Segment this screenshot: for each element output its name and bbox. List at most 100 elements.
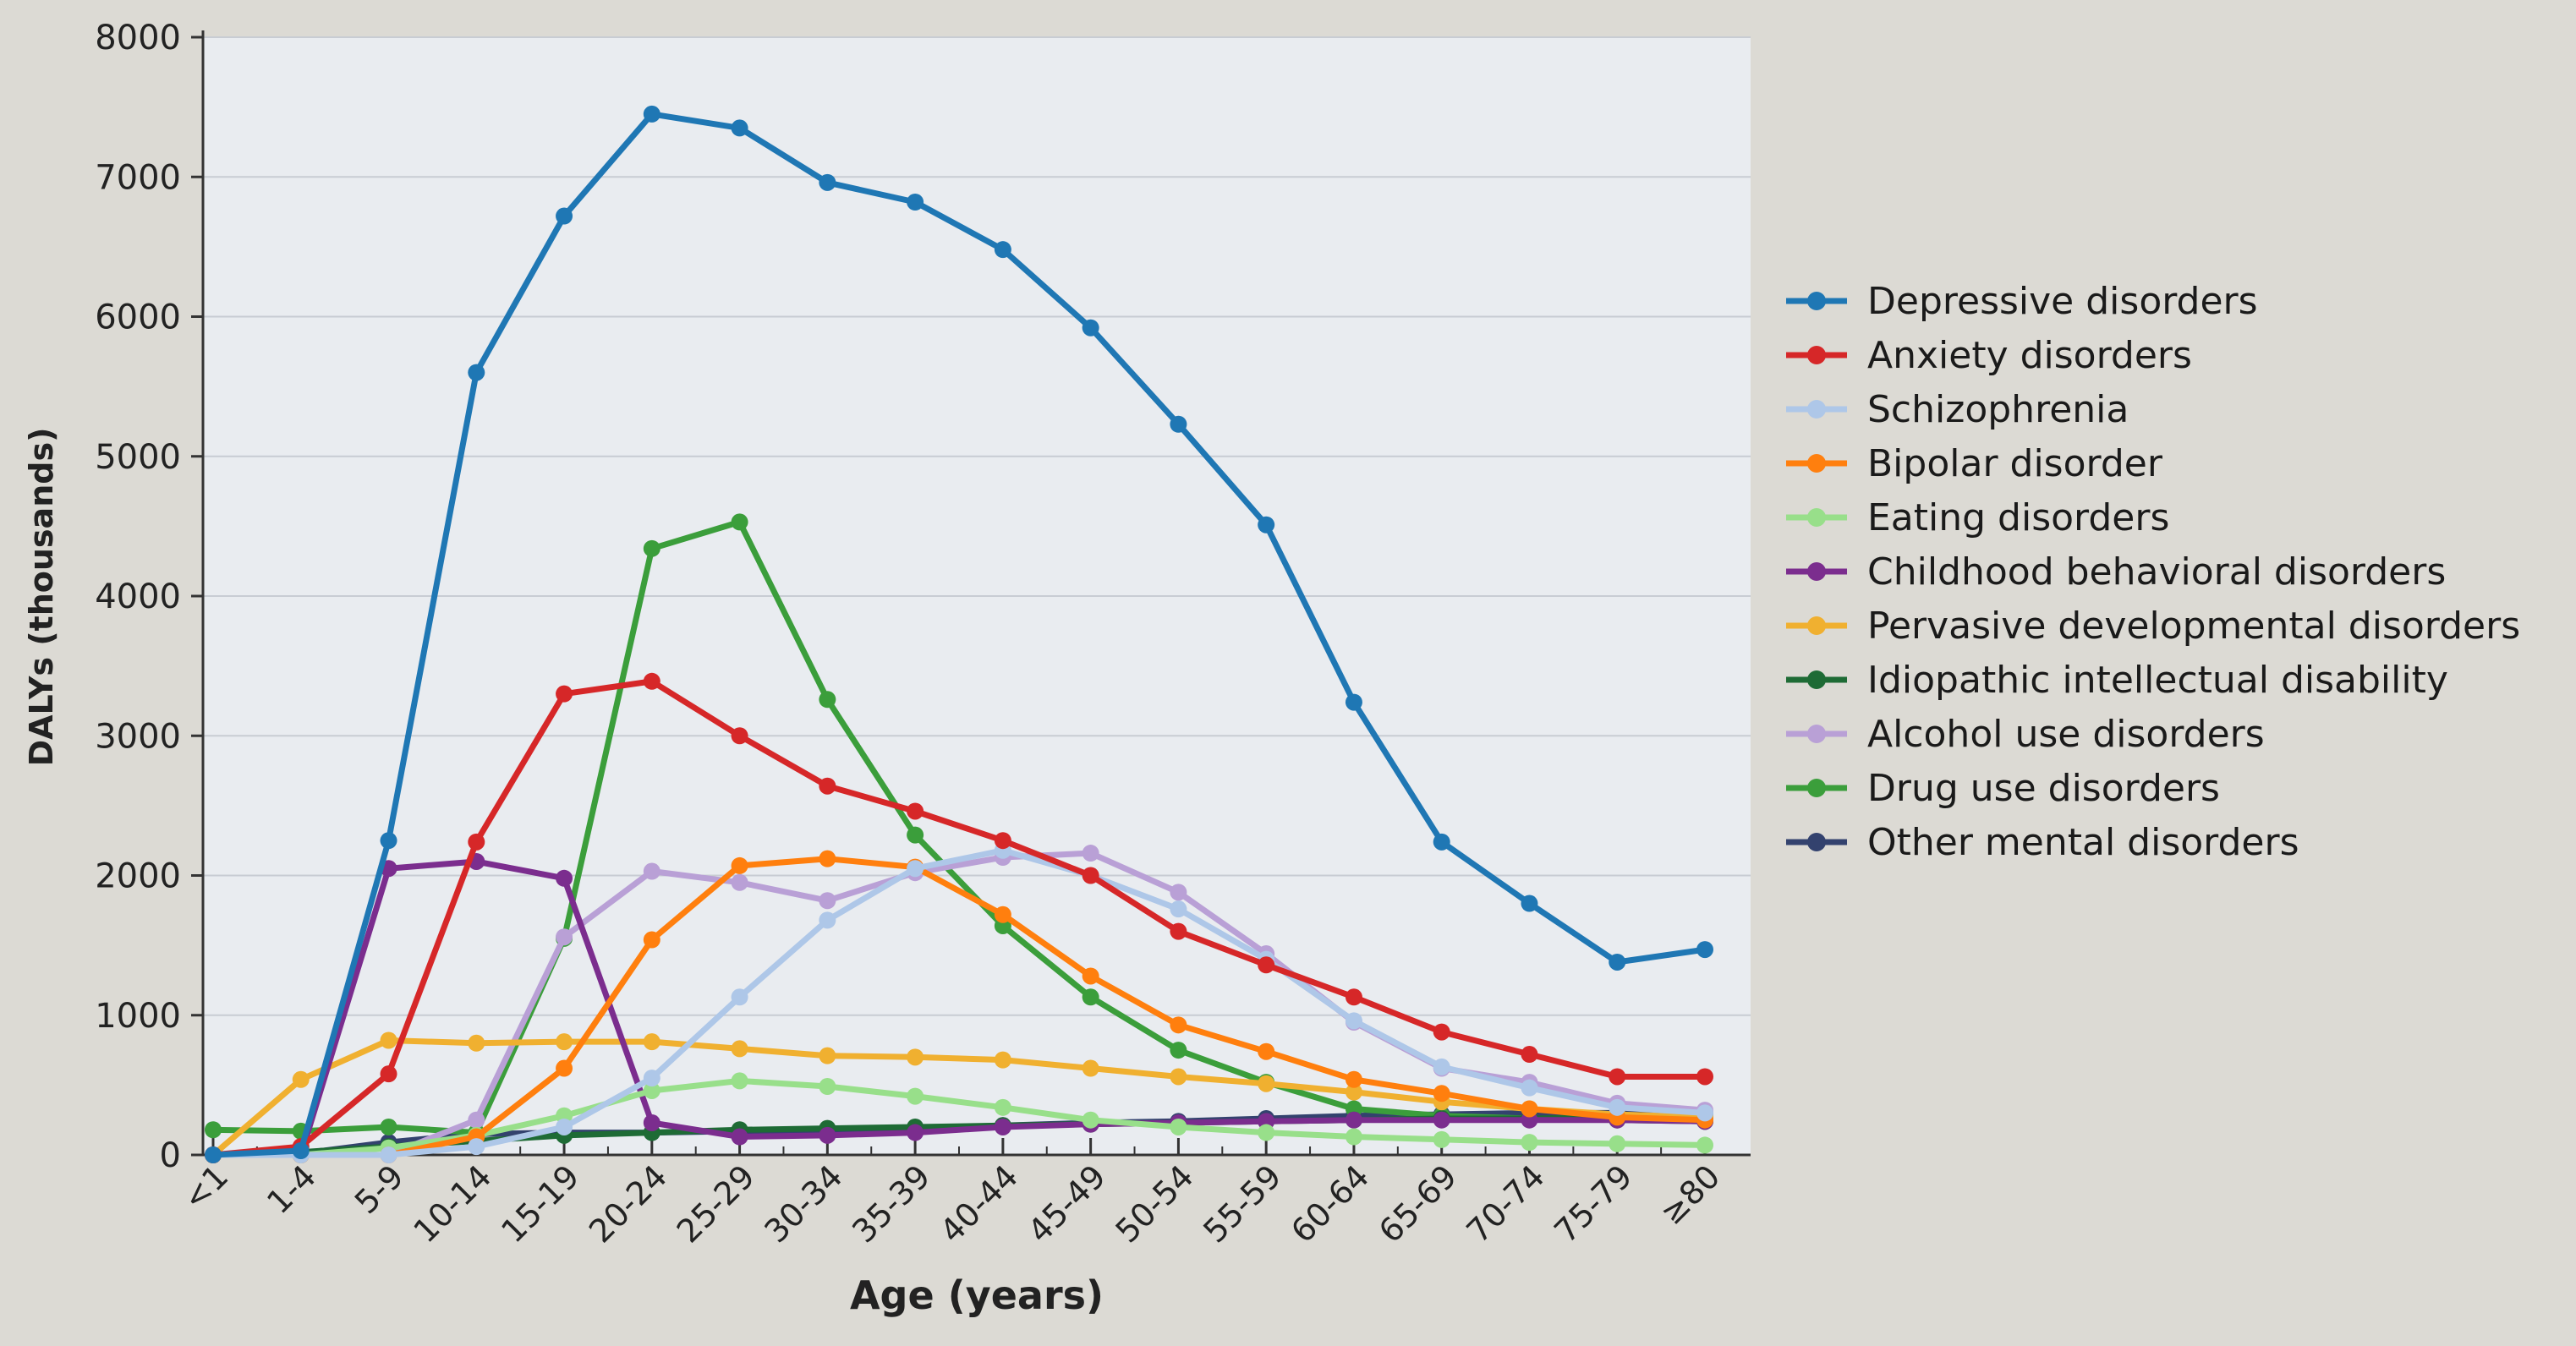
data-point: [1170, 1068, 1187, 1086]
data-point: [1170, 1118, 1187, 1135]
legend: Depressive disorders Anxiety disorders Sch…: [1786, 280, 2520, 864]
data-point: [907, 1087, 924, 1105]
data-point: [1521, 1046, 1538, 1064]
data-point: [994, 832, 1011, 850]
data-point: [1345, 693, 1362, 711]
legend-swatch-marker: [1807, 616, 1826, 635]
data-point: [380, 1118, 397, 1135]
y-tick-label: 7000: [95, 158, 181, 197]
legend-label: Depressive disorders: [1867, 280, 2258, 323]
data-point: [556, 928, 573, 946]
data-point: [819, 911, 836, 929]
data-point: [1082, 845, 1099, 862]
legend-label: Other mental disorders: [1867, 821, 2299, 864]
data-point: [643, 1081, 660, 1099]
data-point: [556, 1033, 573, 1051]
series-depressive-disorders: [205, 105, 1713, 1163]
data-point: [819, 892, 836, 910]
data-point: [1082, 1111, 1099, 1129]
legend-item: Eating disorders: [1786, 496, 2169, 539]
data-point: [1258, 956, 1275, 974]
data-point: [643, 1070, 660, 1087]
legend-label: Schizophrenia: [1867, 388, 2129, 431]
data-point: [643, 931, 660, 949]
data-point: [731, 119, 748, 137]
legend-swatch-marker: [1807, 346, 1826, 364]
data-point: [819, 1047, 836, 1064]
data-point: [643, 1113, 660, 1131]
data-point: [1433, 1111, 1450, 1129]
data-point: [994, 1118, 1011, 1135]
data-point: [907, 1048, 924, 1066]
data-point: [1345, 1128, 1362, 1146]
data-point: [556, 1118, 573, 1135]
data-point: [907, 826, 924, 844]
legend-label: Anxiety disorders: [1867, 334, 2192, 377]
legend-item: Drug use disorders: [1786, 767, 2220, 810]
data-point: [468, 833, 485, 851]
series-line: [212, 111, 1706, 1158]
legend-label: Pervasive developmental disorders: [1867, 605, 2520, 648]
series-line: [211, 1037, 1706, 1157]
data-point: [907, 860, 924, 878]
legend-label: Bipolar disorder: [1867, 442, 2163, 485]
series-line: [213, 847, 1706, 1158]
y-tick-label: 1000: [95, 997, 181, 1036]
data-point: [1170, 900, 1187, 918]
data-point: [1696, 1104, 1713, 1122]
data-point: [731, 988, 748, 1006]
data-point: [1082, 967, 1099, 985]
data-point: [1345, 1083, 1362, 1101]
data-point: [731, 513, 748, 531]
data-point: [1170, 922, 1187, 940]
data-point: [1521, 1100, 1538, 1118]
y-tick-label: 8000: [95, 19, 181, 57]
y-tick-label: 0: [160, 1136, 181, 1175]
data-point: [1082, 319, 1099, 336]
data-point: [1258, 1075, 1275, 1092]
data-point: [1433, 1023, 1450, 1041]
data-point: [1345, 988, 1362, 1006]
data-point: [643, 672, 660, 690]
data-point: [556, 1059, 573, 1077]
data-point: [1258, 1124, 1275, 1141]
data-point: [643, 539, 660, 557]
data-point: [380, 832, 397, 850]
series-line: [213, 856, 1706, 1158]
data-point: [994, 1098, 1011, 1116]
legend-swatch-marker: [1807, 670, 1826, 689]
data-point: [1082, 867, 1099, 884]
data-point: [819, 691, 836, 709]
data-point: [994, 241, 1011, 259]
data-point: [205, 1121, 222, 1139]
legend-swatch-marker: [1807, 454, 1826, 473]
legend-swatch-marker: [1807, 292, 1826, 310]
data-point: [731, 1072, 748, 1090]
legend-item: Pervasive developmental disorders: [1786, 605, 2520, 648]
data-point: [731, 1128, 748, 1146]
data-point: [1433, 1085, 1450, 1103]
data-point: [468, 1138, 485, 1156]
legend-label: Childhood behavioral disorders: [1867, 550, 2446, 594]
series-line: [212, 678, 1705, 1158]
data-point: [468, 364, 485, 381]
data-point: [731, 856, 748, 874]
data-point: [468, 1034, 485, 1052]
data-point: [907, 1124, 924, 1141]
data-point: [1433, 833, 1450, 851]
legend-item: Idiopathic intellectual disability: [1786, 659, 2448, 702]
y-tick-label: 3000: [95, 717, 181, 756]
data-point: [1521, 1134, 1538, 1152]
legend-swatch-marker: [1807, 725, 1826, 743]
data-point: [994, 906, 1011, 923]
data-point: [907, 802, 924, 820]
y-axis-label: DALYs (thousands): [23, 428, 60, 767]
data-point: [380, 1146, 397, 1163]
data-point: [205, 1146, 222, 1163]
legend-swatch-marker: [1807, 833, 1826, 851]
data-point: [468, 1111, 485, 1129]
data-point: [1170, 1016, 1187, 1034]
legend-label: Idiopathic intellectual disability: [1867, 659, 2448, 702]
data-point: [1345, 1111, 1362, 1129]
